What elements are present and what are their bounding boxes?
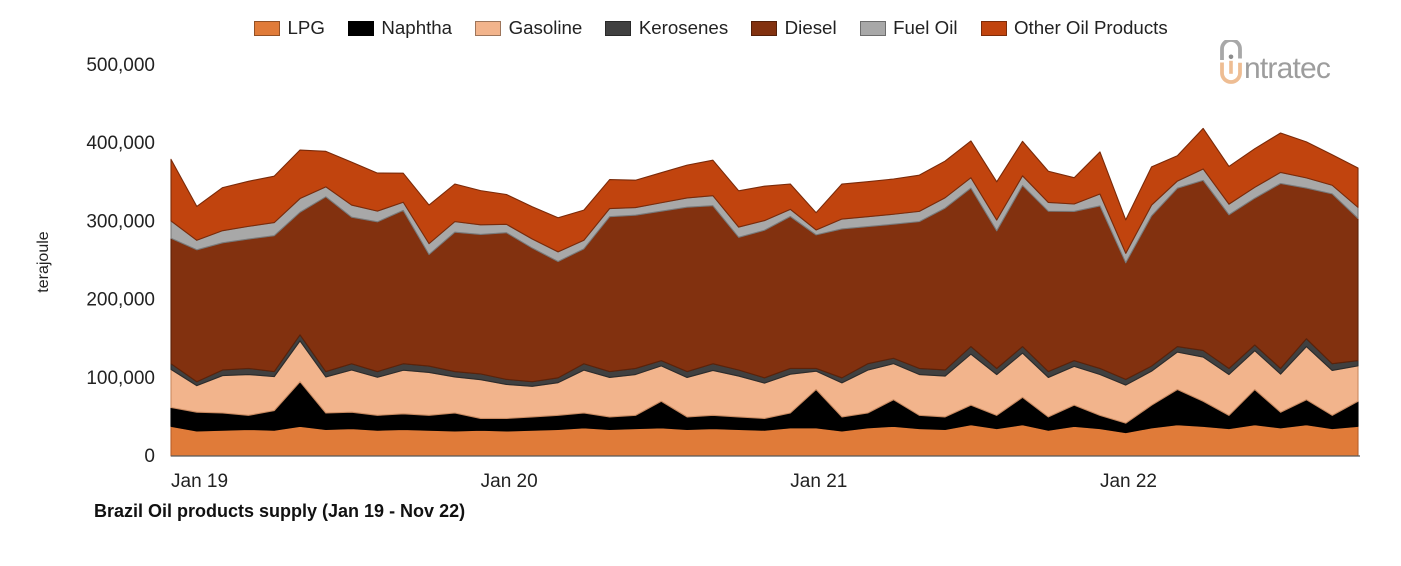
svg-text:200,000: 200,000 xyxy=(86,290,155,311)
svg-text:500,000: 500,000 xyxy=(86,55,155,76)
svg-text:Jan 21: Jan 21 xyxy=(790,471,847,492)
svg-text:ntratec: ntratec xyxy=(1244,52,1331,85)
svg-text:400,000: 400,000 xyxy=(86,133,155,154)
svg-text:100,000: 100,000 xyxy=(86,368,155,389)
svg-text:300,000: 300,000 xyxy=(86,211,155,232)
svg-text:Jan 19: Jan 19 xyxy=(171,471,228,492)
svg-text:0: 0 xyxy=(144,446,155,467)
svg-text:Jan 20: Jan 20 xyxy=(481,471,538,492)
svg-text:Jan 22: Jan 22 xyxy=(1100,471,1157,492)
